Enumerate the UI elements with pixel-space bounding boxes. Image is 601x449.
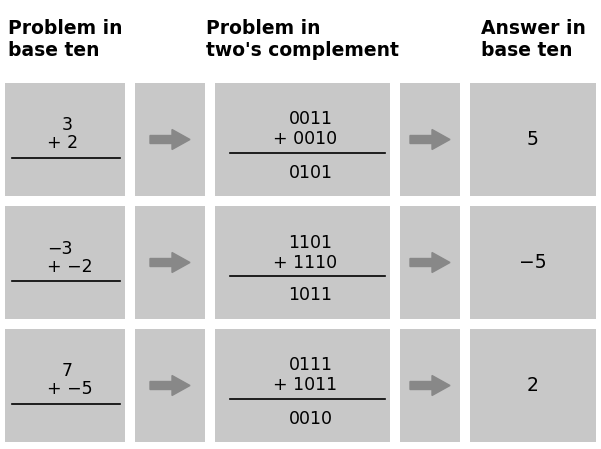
Bar	[5, 206, 125, 319]
Polygon shape	[410, 129, 450, 150]
Bar	[5, 329, 125, 442]
Text: 3: 3	[62, 116, 73, 135]
Bar	[470, 83, 596, 196]
Bar	[5, 83, 125, 196]
Text: Problem in
base ten: Problem in base ten	[8, 18, 122, 60]
Text: + 1011: + 1011	[273, 377, 338, 395]
Text: −3: −3	[47, 239, 73, 257]
Polygon shape	[150, 252, 190, 273]
Polygon shape	[410, 375, 450, 396]
Text: 1101: 1101	[288, 233, 332, 251]
Bar	[215, 83, 390, 196]
Text: 2: 2	[527, 376, 539, 395]
Text: + −2: + −2	[47, 257, 93, 276]
Bar	[215, 206, 390, 319]
Text: 5: 5	[527, 130, 539, 149]
Text: 7: 7	[62, 362, 73, 380]
Bar	[215, 329, 390, 442]
Text: + 1110: + 1110	[273, 254, 338, 272]
Text: + 2: + 2	[47, 135, 78, 153]
Polygon shape	[150, 129, 190, 150]
Text: + −5: + −5	[47, 380, 93, 399]
Text: Answer in
base ten: Answer in base ten	[481, 18, 585, 60]
Text: Problem in
two's complement: Problem in two's complement	[206, 18, 399, 60]
Text: 1011: 1011	[288, 286, 332, 304]
Bar	[400, 83, 460, 196]
Bar	[470, 329, 596, 442]
Bar	[135, 206, 205, 319]
Polygon shape	[410, 252, 450, 273]
Polygon shape	[150, 375, 190, 396]
Bar	[470, 206, 596, 319]
Text: 0011: 0011	[288, 110, 332, 128]
Bar	[400, 206, 460, 319]
Text: + 0010: + 0010	[273, 131, 338, 149]
Text: −5: −5	[519, 253, 547, 272]
Text: 0111: 0111	[288, 357, 332, 374]
Bar	[135, 329, 205, 442]
Bar	[400, 329, 460, 442]
Text: 0010: 0010	[288, 409, 332, 427]
Bar	[135, 83, 205, 196]
Text: 0101: 0101	[288, 163, 332, 181]
